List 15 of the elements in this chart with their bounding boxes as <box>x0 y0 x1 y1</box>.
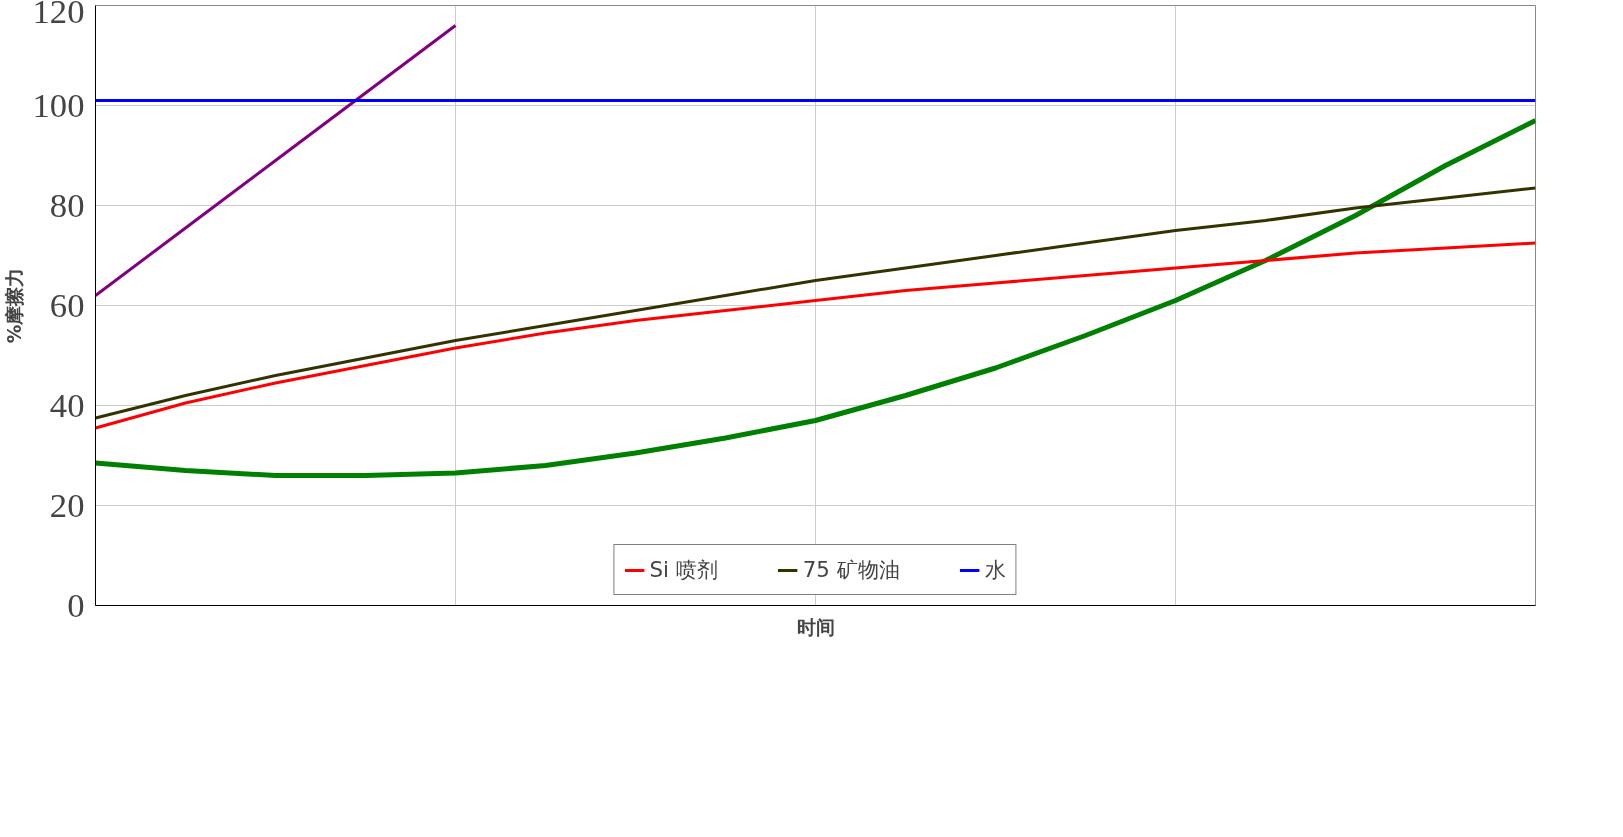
x-axis-title: 时间 <box>796 616 835 638</box>
y-tick-label: 80 <box>49 185 85 224</box>
legend-label: Si 喷剂 <box>649 556 718 584</box>
y-tick-label: 120 <box>32 0 85 30</box>
line-series <box>95 24 457 297</box>
line-series <box>95 186 1536 420</box>
legend-label: 水 <box>984 556 1006 584</box>
line-series <box>95 241 1536 430</box>
y-tick-label: 60 <box>49 285 85 324</box>
y-tick-label: 100 <box>32 85 85 124</box>
y-tick-label: 0 <box>67 585 85 624</box>
y-tick-label: 20 <box>49 485 85 524</box>
legend-label: 75 矿物油 <box>802 556 900 584</box>
y-tick-label: 40 <box>49 385 85 424</box>
y-axis-title: %摩擦力 <box>3 267 25 344</box>
